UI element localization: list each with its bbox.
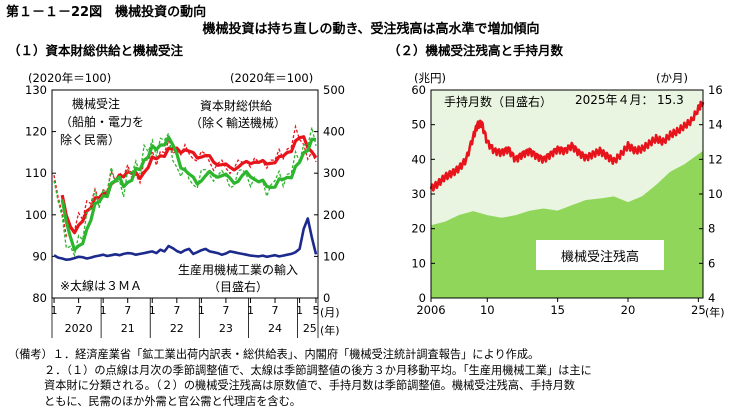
panel1-x-year-label: 23 — [219, 322, 233, 335]
panel1-x-year-label: 22 — [170, 322, 184, 335]
panel2-left-tick-label: 60 — [411, 83, 426, 97]
note-row-2: ２．（１）の点線は月次の季節調整値で、太線は季節調整値の後方３か月移動平均。「生… — [8, 363, 592, 379]
panel2-x-tick-label: 2006 — [416, 303, 445, 317]
panel2-year-unit: (年) — [705, 305, 725, 319]
panel2-right-tick-label: 16 — [708, 83, 723, 97]
panel1-x-year-label: 2020 — [65, 322, 93, 335]
panel2-right-tick-label: 6 — [708, 256, 715, 270]
panel1-right-tick-label: 0 — [323, 291, 330, 305]
panel1-year-unit: (年) — [320, 323, 340, 337]
panel2-left-tick-label: 10 — [411, 256, 426, 270]
panel2-x-tick-label: 15 — [550, 303, 565, 317]
panel1-x-month-label: 1 — [100, 304, 107, 317]
panel2-right-unit: (か月) — [656, 71, 688, 85]
orders-label-line: （船舶・電力を — [60, 114, 144, 129]
panel1-right-tick-label: 400 — [323, 125, 345, 139]
notes: （備考）１．経済産業省「鉱工業出荷内訳表・総供給表」、内閣府「機械受注統計調査報… — [8, 347, 592, 409]
panel1-x-year-label: 24 — [268, 322, 282, 335]
imports-label-unit: （目盛右） — [208, 279, 268, 294]
panel2-right-tick-label: 10 — [708, 187, 723, 201]
panel1-x-month-label: 7 — [222, 304, 229, 317]
panel2-left-unit: (兆円) — [414, 71, 446, 85]
orders-label-line: 機械受注 — [72, 96, 120, 111]
panel1-month-unit: (月) — [320, 306, 340, 319]
panel1-x-month-label: 1 — [198, 304, 205, 317]
panel1-x-month-label: 7 — [173, 304, 180, 317]
panel1-x-month-label: 1 — [51, 304, 58, 317]
panel1-x-year-label: 21 — [121, 322, 135, 335]
imports-label: 生産用機械工業の輸入 — [178, 262, 298, 277]
note-row-3: 資本財に分類される。（２）の機械受注残高は原数値で、手持月数は季節調整値。機械受… — [8, 378, 592, 394]
panel1-x-month-label: 7 — [75, 304, 82, 317]
note-row-4: ともに、民需のほか外需と官公需と代理店を含む。 — [8, 394, 592, 410]
panel1-right-tick-label: 100 — [323, 249, 345, 263]
months-label: 手持月数（目盛右） — [444, 94, 552, 109]
panel2-right-tick-label: 14 — [708, 118, 723, 132]
panel1-right-tick-label: 300 — [323, 166, 345, 180]
panel1-left-tick-label: 100 — [25, 208, 47, 222]
note-row-1: （備考）１．経済産業省「鉱工業出荷内訳表・総供給表」、内閣府「機械受注統計調査報… — [8, 347, 592, 363]
panel1-x-month-label: 7 — [272, 304, 279, 317]
ma-note: ※太線は３ＭＡ — [60, 278, 142, 293]
panel2-x-tick-label: 20 — [621, 303, 636, 317]
panel1-left-tick-label: 90 — [32, 249, 47, 263]
latest-label-prefix: 2025年４月： — [575, 93, 654, 107]
panel1-x-month-label: 5 — [312, 304, 319, 317]
supply-label-line: （除く輸送機械） — [190, 115, 286, 130]
panel1-x-month-label: 7 — [124, 304, 131, 317]
supply-label-line: 資本財総供給 — [200, 98, 272, 113]
panel1-x-month-label: 1 — [247, 304, 254, 317]
panel2-right-tick-label: 12 — [708, 152, 723, 166]
panel1-right-tick-label: 500 — [323, 83, 345, 97]
panel2-left-tick-label: 50 — [411, 118, 426, 132]
panel1-left-tick-label: 110 — [25, 166, 47, 180]
panel1-left-tick-label: 120 — [25, 125, 47, 139]
panel1-left-tick-label: 80 — [32, 291, 47, 305]
note-text-1: １．経済産業省「鉱工業出荷内訳表・総供給表」、内閣府「機械受注統計調査報告」によ… — [53, 348, 539, 361]
panel2-left-tick-label: 30 — [411, 187, 426, 201]
panel2-right-tick-label: 4 — [708, 291, 715, 305]
panel1-left-unit: (2020年＝100) — [28, 71, 111, 85]
panel1-right-tick-label: 200 — [323, 208, 345, 222]
panel2-left-tick-label: 20 — [411, 222, 426, 236]
panel2-right-tick-label: 8 — [708, 222, 715, 236]
backlog-label: 機械受注残高 — [561, 249, 639, 265]
note-head: （備考） — [8, 348, 53, 361]
panel2-x-tick-label: 10 — [480, 303, 495, 317]
panel1-x-month-label: 1 — [149, 304, 156, 317]
panel2-left-tick-label: 40 — [411, 152, 426, 166]
panel2-x-tick-label: 25 — [691, 303, 706, 317]
panel1-left-tick-label: 130 — [25, 83, 47, 97]
latest-label-value: 15.3 — [657, 93, 684, 107]
panel1-x-year-label: 25 — [303, 322, 317, 335]
panel1-right-unit: (2020年＝100) — [230, 71, 313, 85]
orders-label-line: 除く民需） — [60, 132, 120, 147]
panel1-x-month-label: 1 — [296, 304, 303, 317]
